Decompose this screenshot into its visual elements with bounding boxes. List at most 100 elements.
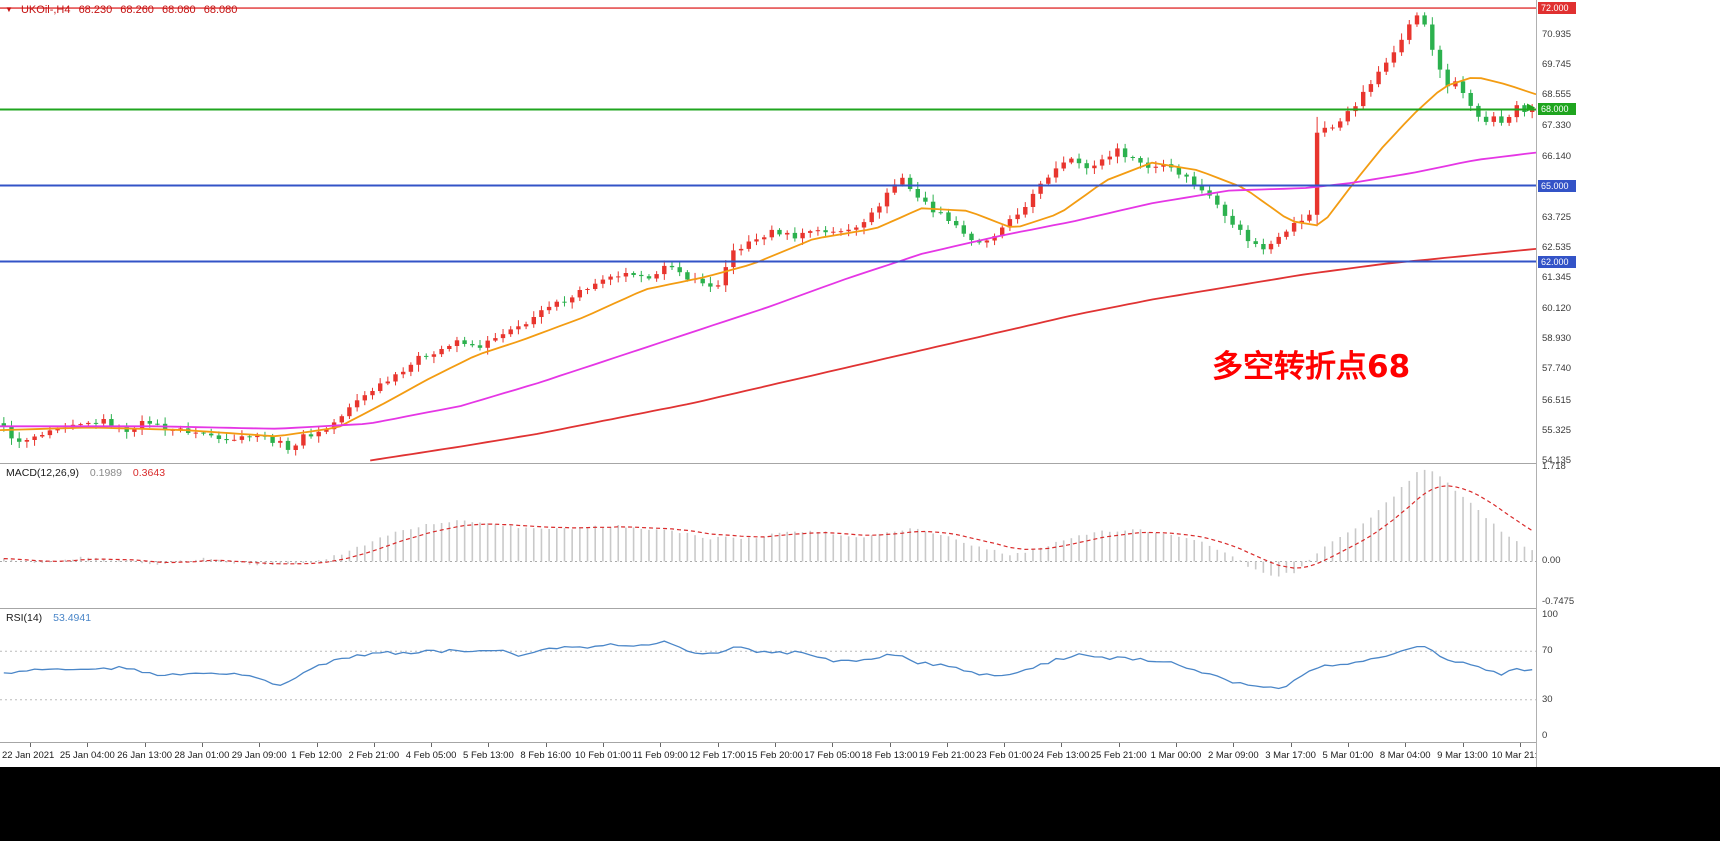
price-axis-label: 67.330	[1542, 120, 1572, 132]
time-axis-tick	[1176, 743, 1177, 747]
time-axis-tick	[144, 743, 146, 747]
price-axis-label: 63.725	[1542, 211, 1572, 223]
price-axis-label: 68.555	[1542, 89, 1572, 101]
time-axis-label: 19 Feb 21:00	[918, 750, 975, 761]
time-axis-tick	[1004, 743, 1006, 747]
time-axis-tick	[545, 743, 547, 747]
time-axis-tick	[373, 743, 375, 747]
pane-separator[interactable]	[0, 608, 1720, 609]
rsi-pane: RSI(14) 53.4941	[0, 609, 1536, 742]
bottom-black-bar	[0, 767, 1720, 841]
time-axis-tick	[488, 743, 490, 747]
hline-price-badge: 72.000	[1538, 2, 1576, 15]
time-axis-label: 9 Mar 13:00	[1437, 750, 1488, 761]
price-axis-label: 60.120	[1542, 303, 1572, 315]
rsi-axis-label: 0	[1542, 730, 1548, 741]
price-axis-label: 70.935	[1542, 29, 1572, 41]
price-axis-label: 62.535	[1542, 241, 1572, 253]
time-axis-label: 8 Mar 04:00	[1379, 750, 1431, 761]
annotation-text: 多空转折点68	[1212, 349, 1411, 385]
hline-price-badge: 65.000	[1538, 179, 1576, 192]
time-axis-tick	[660, 743, 662, 747]
rsi-canvas[interactable]	[0, 609, 1536, 742]
macd-signal-value: 0.3643	[132, 467, 166, 479]
ohlc-high-value: 68.260	[120, 4, 154, 16]
time-axis-tick	[1347, 743, 1349, 747]
time-axis-tick	[1118, 743, 1120, 747]
macd-pane: MACD(12,26,9) 0.1989 0.3643	[0, 464, 1536, 608]
time-axis-label: 17 Feb 05:00	[804, 750, 861, 761]
rsi-label: RSI(14)	[6, 612, 43, 624]
time-axis-tick	[87, 743, 89, 747]
pane-separator[interactable]	[0, 463, 1720, 464]
hline-price-badge: 62.000	[1538, 255, 1576, 268]
time-axis-tick	[1405, 743, 1407, 747]
price-axis-label: 57.740	[1542, 363, 1572, 375]
time-axis-label: 25 Feb 21:00	[1090, 750, 1147, 761]
price-axis-label: 69.745	[1542, 59, 1572, 71]
time-axis-label: 5 Mar 01:00	[1322, 750, 1374, 761]
time-axis-tick	[1290, 743, 1292, 747]
price-axis-label: 56.515	[1542, 394, 1572, 406]
rsi-axis-label: 100	[1542, 609, 1558, 620]
symbol-marker-icon: ▼	[5, 5, 13, 14]
price-axis-label: 61.345	[1542, 272, 1572, 284]
time-axis-tick	[1233, 743, 1235, 747]
time-axis-tick	[889, 743, 891, 747]
time-axis-label: 5 Feb 13:00	[463, 750, 514, 761]
price-axis-label: 58.930	[1542, 333, 1572, 345]
time-axis-label: 26 Jan 13:00	[117, 750, 173, 761]
main-chart-pane: ▼ UKOil-,H4 68.230 68.260 68.080 68.080 …	[0, 0, 1536, 463]
time-axis-label: 3 Mar 17:00	[1265, 750, 1316, 761]
time-axis-label: 10 Mar 21:00	[1491, 750, 1548, 761]
time-axis-label: 29 Jan 09:00	[231, 750, 287, 761]
time-axis-tick	[1462, 743, 1464, 747]
time-axis-label: 25 Jan 04:00	[59, 750, 115, 761]
time-axis-tick	[259, 743, 261, 747]
time-axis-tick	[30, 743, 31, 747]
time-axis-label: 24 Feb 13:00	[1033, 750, 1090, 761]
macd-header: MACD(12,26,9) 0.1989 0.3643	[6, 467, 165, 479]
macd-axis-label: 1.718	[1542, 461, 1566, 473]
time-axis-tick	[201, 743, 203, 747]
time-axis-tick	[832, 743, 834, 747]
price-axis-label: 55.325	[1542, 424, 1572, 436]
macd-label: MACD(12,26,9)	[6, 467, 79, 479]
time-axis-label: 1 Feb 12:00	[291, 750, 342, 761]
rsi-axis-label: 30	[1542, 693, 1553, 705]
ohlc-open-value: 68.230	[78, 4, 113, 16]
macd-axis-label: 0.00	[1542, 555, 1561, 567]
time-axis-label: 4 Feb 05:00	[405, 750, 457, 761]
price-axis[interactable]: 70.935 69.745 68.555 67.330 66.140 63.725 62.5…	[1536, 0, 1720, 767]
ohlc-close-value: 68.080	[203, 4, 238, 16]
time-axis-tick	[316, 743, 318, 747]
time-axis-label: 2 Feb 21:00	[348, 750, 400, 761]
symbol-timeframe-label: UKOil-,H4	[20, 4, 71, 16]
pane-separator[interactable]	[0, 742, 1720, 743]
chart-title: ▼ UKOil-,H4 68.230 68.260 68.080 68.080	[5, 4, 242, 16]
ohlc-low-value: 68.080	[162, 4, 196, 16]
rsi-value: 53.4941	[53, 612, 92, 624]
price-axis-label: 66.140	[1542, 150, 1572, 162]
time-axis-label: 10 Feb 01:00	[575, 750, 631, 761]
macd-main-value: 0.1989	[89, 467, 122, 479]
time-axis-label: 2 Mar 09:00	[1207, 750, 1259, 761]
rsi-header: RSI(14) 53.4941	[6, 612, 91, 624]
time-axis-label: 22 Jan 2021	[2, 750, 55, 761]
time-axis-tick	[717, 743, 719, 747]
rsi-axis-label: 70	[1542, 645, 1553, 657]
time-axis-label: 28 Jan 01:00	[174, 750, 230, 761]
time-axis-label: 15 Feb 20:00	[746, 750, 803, 761]
hline-price-badge: 68.000	[1538, 103, 1576, 116]
time-axis-label: 23 Feb 01:00	[976, 750, 1033, 761]
macd-canvas[interactable]	[0, 464, 1536, 608]
time-axis-tick	[603, 743, 604, 747]
time-axis-tick	[431, 743, 433, 747]
time-axis-label: 1 Mar 00:00	[1150, 750, 1202, 761]
main-chart-canvas[interactable]	[0, 0, 1536, 463]
time-axis-label: 18 Feb 13:00	[861, 750, 918, 761]
time-axis-label: 12 Feb 17:00	[689, 750, 746, 761]
time-axis[interactable]: 22 Jan 2021 25 Jan 04:00 26 Jan 13:00 28 Ja…	[0, 743, 1720, 767]
time-axis-tick	[1519, 743, 1521, 747]
